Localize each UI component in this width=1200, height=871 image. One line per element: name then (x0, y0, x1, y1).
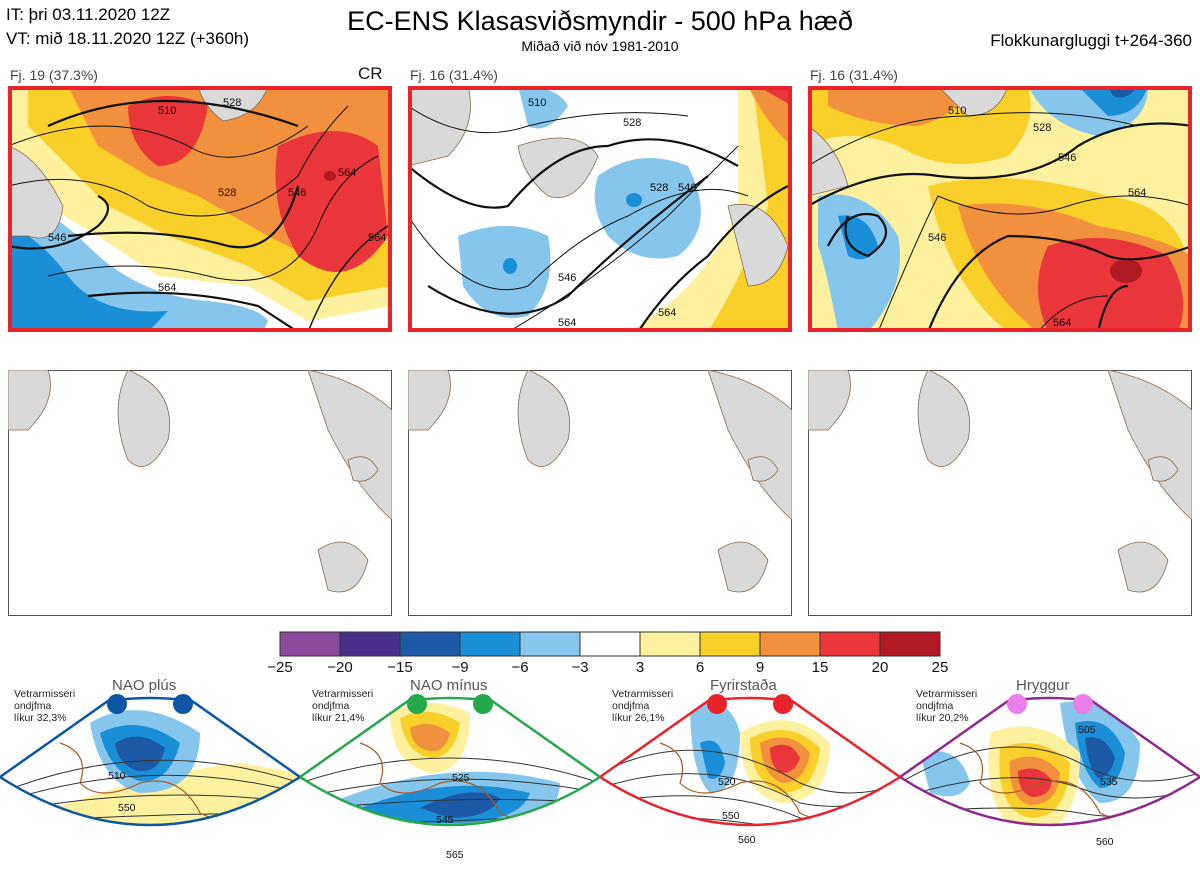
colorbar-swatch (639, 631, 701, 657)
cluster-map-3: 510 528 546 546 564 564 (808, 86, 1192, 332)
contour-label: 546 (288, 187, 306, 199)
colorbar-tick-label: 9 (756, 659, 764, 676)
panel-1-tag: CR (358, 64, 383, 83)
colorbar-swatch (339, 631, 401, 657)
contour-label: 546 (1058, 152, 1076, 164)
contour-label: 564 (658, 307, 676, 319)
colorbar-swatch (399, 631, 461, 657)
contour-label: 520 (718, 776, 736, 788)
cluster-map-1: 510 528 528 546 546 564 564 564 (8, 86, 392, 332)
regime-2-name: NAO mínus (410, 677, 488, 694)
colorbar-tick-label: −20 (327, 659, 352, 676)
regime-indicator-dot (173, 694, 193, 714)
regime-3-outline (600, 696, 900, 827)
contour-label: 564 (1053, 317, 1071, 329)
colorbar-tick-label: −3 (571, 659, 588, 676)
initial-time-label: IT: þri 03.11.2020 12Z (6, 5, 171, 24)
contour-label: 560 (1096, 836, 1114, 848)
regime-indicator-dots (107, 694, 1093, 714)
contour-label: 550 (118, 802, 136, 814)
colorbar-swatch (459, 631, 521, 657)
cluster-map-2: 510 528 528 546 546 564 564 (408, 86, 792, 332)
colorbar-tick-label: 25 (932, 659, 949, 676)
page-subtitle: Miðað við nóv 1981-2010 (521, 38, 679, 54)
contour-label: 565 (446, 849, 464, 861)
regime-indicator-dot (773, 694, 793, 714)
contour-label: 560 (738, 834, 756, 846)
regime-indicator-dot (707, 694, 727, 714)
contour-label: 528 (623, 117, 641, 129)
regime-map-blocking: 520 550 560 (600, 696, 900, 846)
colorbar-tick-label: 6 (696, 659, 704, 676)
contour-label: 564 (158, 282, 176, 294)
colorbar-swatch (279, 631, 341, 657)
regime-1-meta: Vetrarmisseri ondjfma líkur 32,3% (14, 688, 76, 724)
regime-3-meta: Vetrarmisseri ondjfma líkur 26,1% (612, 688, 674, 724)
contour-label: 546 (558, 272, 576, 284)
colorbar-tick-label: 3 (636, 659, 644, 676)
contour-label: 510 (158, 105, 176, 117)
contour-label: 510 (528, 97, 546, 109)
colorbar-swatch (579, 631, 641, 657)
contour-label: 505 (1078, 724, 1096, 736)
contour-label: 528 (223, 97, 241, 109)
regime-4-outline (900, 696, 1200, 827)
regime-indicator-dot (107, 694, 127, 714)
colorbar-tick-label: −15 (387, 659, 412, 676)
contour-label: 528 (218, 187, 236, 199)
regime-indicator-dot (1007, 694, 1027, 714)
contour-label: 564 (368, 232, 386, 244)
contour-label: 528 (1033, 122, 1051, 134)
regime-1-name: NAO plús (112, 677, 177, 694)
regime-map-ridge: 505 535 560 (900, 696, 1200, 848)
anomaly-colorbar: −25 −20 −15 −9 −6 −3 3 6 9 15 20 25 (267, 631, 949, 676)
contour-label: 564 (558, 317, 576, 329)
contour-label: 550 (722, 810, 740, 822)
colorbar-swatch (759, 631, 821, 657)
regime-map-nao-minus: 525 545 565 (300, 696, 600, 861)
contour-label: 535 (1100, 776, 1118, 788)
colorbar-swatch (519, 631, 581, 657)
contour-label: 528 (650, 182, 668, 194)
regime-2-outline (300, 696, 600, 827)
contour-label: 564 (338, 167, 356, 179)
valid-time-label: VT: mið 18.11.2020 12Z (+360h) (6, 29, 250, 48)
regime-4-name: Hryggur (1016, 677, 1070, 694)
regime-2-meta: Vetrarmisseri ondjfma líkur 21,4% (312, 688, 374, 724)
colorbar-tick-label: −6 (511, 659, 528, 676)
contour-label: 510 (108, 770, 126, 782)
regime-indicator-dot (473, 694, 493, 714)
empty-map-2 (408, 370, 792, 616)
panel-1-label: Fj. 19 (37.3%) (10, 67, 98, 83)
classification-window-label: Flokkunargluggi t+264-360 (990, 31, 1192, 50)
empty-map-3 (808, 370, 1192, 616)
colorbar-swatch (819, 631, 881, 657)
contour-label: 546 (48, 232, 66, 244)
contour-label: 546 (928, 232, 946, 244)
panel-2-label: Fj. 16 (31.4%) (410, 67, 498, 83)
colorbar-tick-label: −25 (267, 659, 292, 676)
colorbar-tick-label: −9 (451, 659, 468, 676)
page-title: EC-ENS Klasasviðsmyndir - 500 hPa hæð (347, 6, 853, 36)
colorbar-tick-label: 20 (872, 659, 889, 676)
regime-indicator-dot (1073, 694, 1093, 714)
empty-map-1 (8, 370, 392, 616)
colorbar-swatch (879, 631, 941, 657)
contour-label: 525 (452, 772, 470, 784)
contour-label: 564 (1128, 187, 1146, 199)
panel-3-label: Fj. 16 (31.4%) (810, 67, 898, 83)
regime-3-name: Fyrirstaða (710, 677, 777, 694)
colorbar-swatch (699, 631, 761, 657)
regime-indicator-dot (407, 694, 427, 714)
regime-map-nao-plus: 510 550 (0, 696, 300, 827)
regime-4-meta: Vetrarmisseri ondjfma líkur 20,2% (916, 688, 978, 724)
regime-1-outline (0, 696, 300, 827)
contour-label: 546 (678, 182, 696, 194)
colorbar-tick-label: 15 (812, 659, 829, 676)
contour-label: 510 (948, 105, 966, 117)
contour-label: 545 (436, 814, 454, 826)
